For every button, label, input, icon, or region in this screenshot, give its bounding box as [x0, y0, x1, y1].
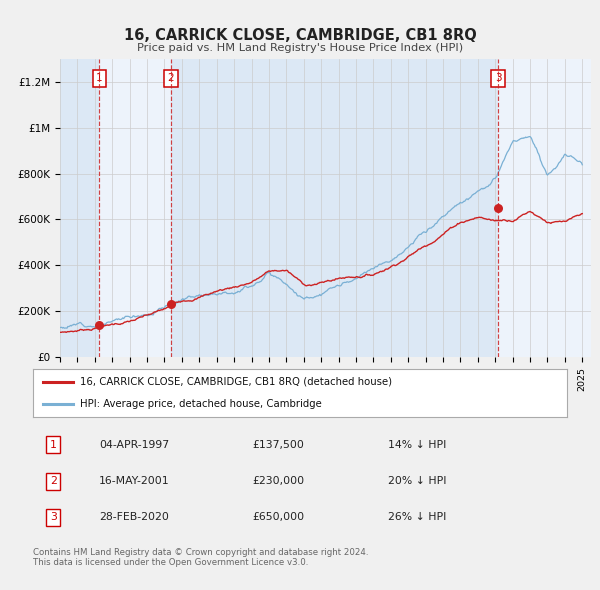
Text: HPI: Average price, detached house, Cambridge: HPI: Average price, detached house, Camb… — [80, 399, 322, 409]
Text: £137,500: £137,500 — [253, 440, 305, 450]
Text: 1: 1 — [50, 440, 57, 450]
Text: 3: 3 — [50, 513, 57, 522]
Text: 2: 2 — [167, 74, 174, 83]
Text: Price paid vs. HM Land Registry's House Price Index (HPI): Price paid vs. HM Land Registry's House … — [137, 44, 463, 53]
Text: 1: 1 — [96, 74, 103, 83]
Text: 3: 3 — [495, 74, 502, 83]
Bar — [60, 59, 100, 357]
Bar — [171, 59, 498, 357]
Text: This data is licensed under the Open Government Licence v3.0.: This data is licensed under the Open Gov… — [33, 558, 308, 567]
Text: 28-FEB-2020: 28-FEB-2020 — [100, 513, 169, 522]
Text: 16, CARRICK CLOSE, CAMBRIDGE, CB1 8RQ (detached house): 16, CARRICK CLOSE, CAMBRIDGE, CB1 8RQ (d… — [80, 377, 392, 387]
Text: 04-APR-1997: 04-APR-1997 — [100, 440, 170, 450]
Bar — [100, 59, 171, 357]
Text: 26% ↓ HPI: 26% ↓ HPI — [388, 513, 446, 522]
Text: 16-MAY-2001: 16-MAY-2001 — [99, 476, 170, 486]
Bar — [498, 59, 591, 357]
Text: 20% ↓ HPI: 20% ↓ HPI — [388, 476, 447, 486]
Text: 16, CARRICK CLOSE, CAMBRIDGE, CB1 8RQ: 16, CARRICK CLOSE, CAMBRIDGE, CB1 8RQ — [124, 28, 476, 43]
Text: £650,000: £650,000 — [253, 513, 305, 522]
Text: £230,000: £230,000 — [253, 476, 305, 486]
Text: 14% ↓ HPI: 14% ↓ HPI — [388, 440, 446, 450]
Text: 2: 2 — [50, 476, 57, 486]
Text: Contains HM Land Registry data © Crown copyright and database right 2024.: Contains HM Land Registry data © Crown c… — [33, 548, 368, 556]
